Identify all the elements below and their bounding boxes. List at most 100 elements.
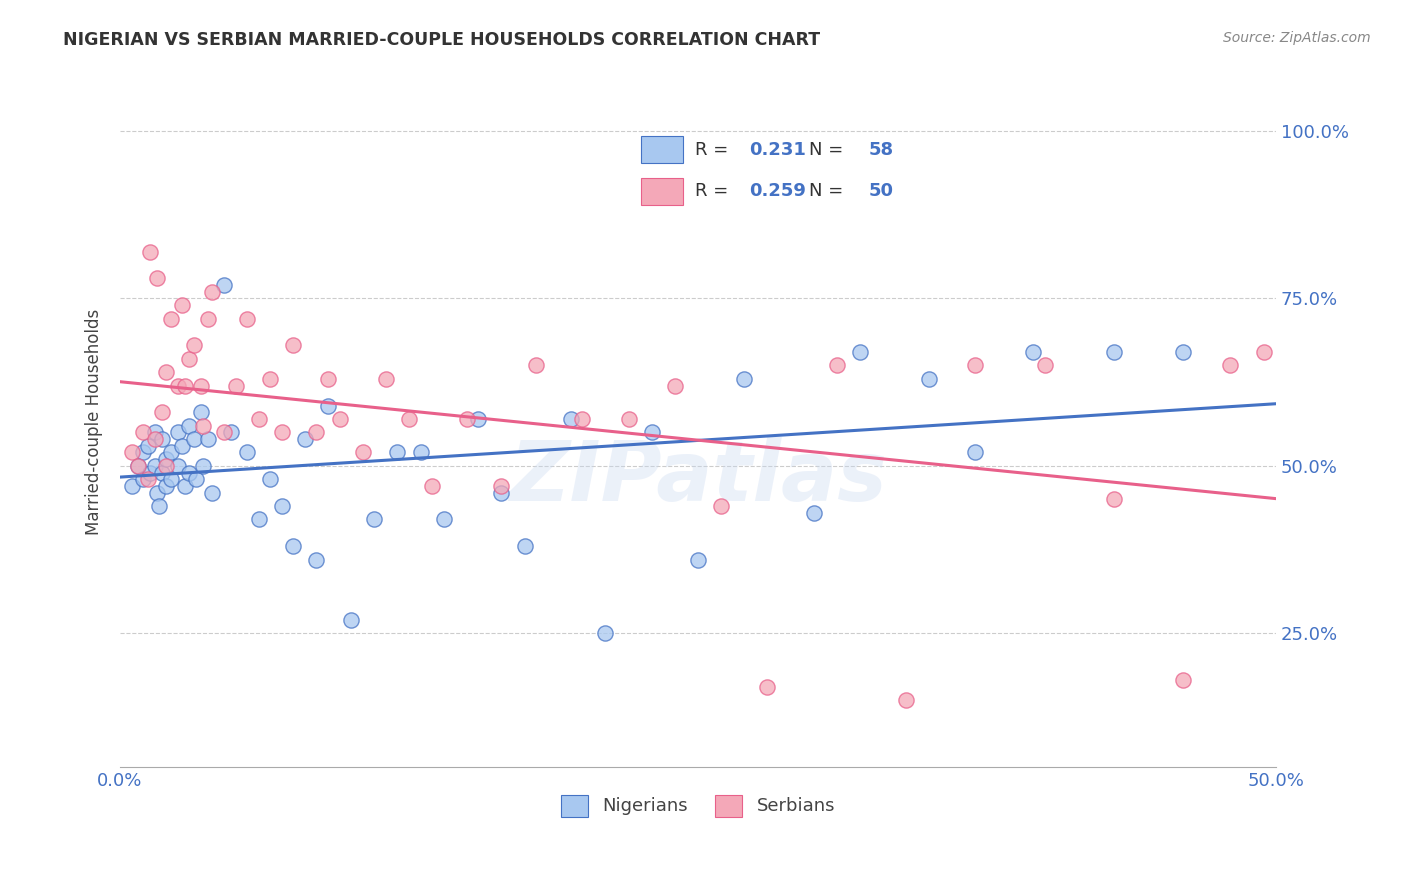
Point [201,485,224,500]
Point [733,372,755,386]
Point [121,445,143,459]
Y-axis label: Married-couple Households: Married-couple Households [86,310,103,535]
Point [219,425,242,440]
Legend: Nigerians, Serbians: Nigerians, Serbians [554,788,842,824]
Point [160,445,183,459]
Point [387,445,409,459]
Point [363,512,385,526]
Point [132,425,155,440]
Point [127,458,149,473]
Point [146,271,169,285]
Point [686,552,709,566]
Point [173,479,195,493]
Point [160,472,183,486]
Point [212,278,235,293]
Point [294,432,316,446]
Point [143,432,166,446]
Point [1102,345,1125,359]
Point [259,372,281,386]
Point [155,365,177,379]
Point [467,412,489,426]
Point [172,298,194,312]
Point [139,244,162,259]
Point [560,412,582,426]
Text: Source: ZipAtlas.com: Source: ZipAtlas.com [1223,31,1371,45]
Point [236,311,259,326]
Point [283,338,305,352]
Point [710,499,733,513]
Point [1033,359,1056,373]
Point [352,445,374,459]
Point [513,539,536,553]
Point [127,458,149,473]
Point [172,439,194,453]
Point [340,613,363,627]
Point [803,506,825,520]
Point [155,458,177,473]
Point [197,311,219,326]
Point [197,432,219,446]
Point [201,285,224,299]
Point [571,412,593,426]
Point [193,458,215,473]
Point [1219,359,1241,373]
Point [825,359,848,373]
Point [595,626,617,640]
Point [148,499,170,513]
Point [136,472,159,486]
Point [491,485,513,500]
Point [409,445,432,459]
Point [143,425,166,440]
Point [139,466,162,480]
Text: NIGERIAN VS SERBIAN MARRIED-COUPLE HOUSEHOLDS CORRELATION CHART: NIGERIAN VS SERBIAN MARRIED-COUPLE HOUSE… [63,31,820,49]
Point [456,412,478,426]
Point [965,359,987,373]
Point [398,412,420,426]
Point [316,399,339,413]
Point [190,405,212,419]
Point [186,472,208,486]
Point [329,412,352,426]
Point [236,445,259,459]
Point [433,512,456,526]
Point [193,418,215,433]
Point [491,479,513,493]
Point [894,693,917,707]
Point [155,452,177,467]
Point [166,425,188,440]
Point [183,338,205,352]
Point [524,359,547,373]
Point [179,466,201,480]
Point [1173,673,1195,688]
Point [247,512,270,526]
Point [143,458,166,473]
Point [150,405,173,419]
Point [641,425,664,440]
Point [270,499,292,513]
Point [166,378,188,392]
Point [121,479,143,493]
Point [259,472,281,486]
Point [1102,492,1125,507]
Point [136,439,159,453]
Point [1253,345,1275,359]
Point [617,412,640,426]
Point [179,418,201,433]
Point [225,378,247,392]
Point [173,378,195,392]
Point [270,425,292,440]
Point [183,432,205,446]
Text: ZIPatlas: ZIPatlas [509,437,887,518]
Point [965,445,987,459]
Point [849,345,872,359]
Point [316,372,339,386]
Point [283,539,305,553]
Point [212,425,235,440]
Point [150,432,173,446]
Point [305,425,328,440]
Point [374,372,396,386]
Point [420,479,443,493]
Point [132,445,155,459]
Point [1173,345,1195,359]
Point [190,378,212,392]
